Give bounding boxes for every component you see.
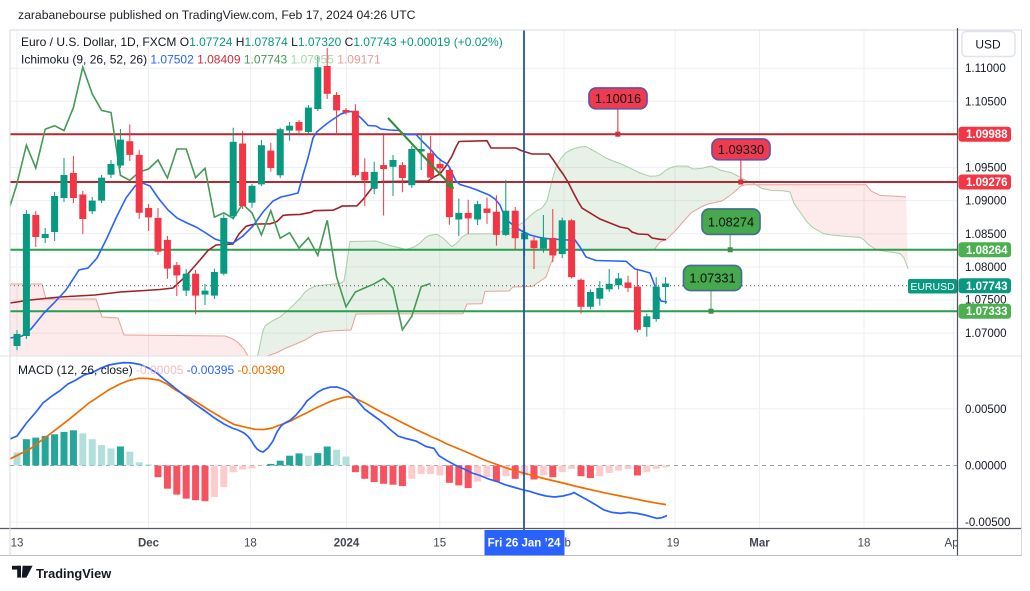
- svg-text:MACD (12, 26, close) -0.00005: MACD (12, 26, close) -0.00005 -0.00395 -…: [18, 363, 285, 377]
- svg-text:1.07500: 1.07500: [965, 295, 1007, 307]
- svg-text:Ichimoku (9, 26, 52, 26) 1.075: Ichimoku (9, 26, 52, 26) 1.07502 1.08409…: [21, 53, 381, 67]
- svg-text:zarabanebourse published on Tr: zarabanebourse published on TradingView.…: [18, 8, 416, 22]
- svg-text:EURUSD: EURUSD: [910, 281, 955, 293]
- svg-text:18: 18: [244, 538, 257, 550]
- svg-text:Euro / U.S. Dollar, 1D, FXCM O: Euro / U.S. Dollar, 1D, FXCM O1.07724 H1…: [21, 35, 503, 49]
- svg-text:1.11000: 1.11000: [965, 63, 1006, 75]
- svg-text:USD: USD: [975, 38, 1001, 52]
- svg-text:1.07331: 1.07331: [689, 271, 735, 286]
- svg-text:Fri 26 Jan ’24: Fri 26 Jan ’24: [488, 538, 561, 550]
- svg-text:TradingView: TradingView: [36, 566, 111, 581]
- svg-text:1.07333: 1.07333: [966, 306, 1008, 318]
- svg-text:1.08500: 1.08500: [965, 229, 1007, 241]
- svg-text:1.09500: 1.09500: [965, 163, 1007, 175]
- svg-text:19: 19: [667, 538, 680, 550]
- svg-text:1.09988: 1.09988: [966, 129, 1008, 141]
- svg-text:1.10016: 1.10016: [595, 91, 641, 106]
- svg-text:Mar: Mar: [749, 538, 770, 550]
- svg-text:1.08264: 1.08264: [966, 245, 1008, 257]
- svg-text:1.08000: 1.08000: [965, 262, 1007, 274]
- svg-text:1.07743: 1.07743: [966, 281, 1008, 293]
- svg-text:1.09276: 1.09276: [966, 177, 1008, 189]
- svg-text:18: 18: [858, 538, 871, 550]
- svg-text:0.00000: 0.00000: [965, 461, 1007, 473]
- svg-text:1.09330: 1.09330: [718, 142, 764, 157]
- svg-text:Dec: Dec: [138, 538, 160, 550]
- svg-text:-0.00500: -0.00500: [965, 517, 1010, 529]
- svg-text:13: 13: [11, 538, 24, 550]
- svg-text:Apr: Apr: [945, 538, 963, 550]
- svg-text:0.00500: 0.00500: [965, 404, 1007, 416]
- svg-text:1.07000: 1.07000: [965, 328, 1007, 340]
- svg-text:2024: 2024: [334, 538, 360, 550]
- svg-text:1.10500: 1.10500: [965, 96, 1007, 108]
- svg-text:15: 15: [433, 538, 446, 550]
- svg-text:1.09000: 1.09000: [965, 196, 1007, 208]
- svg-text:1.08274: 1.08274: [708, 214, 754, 229]
